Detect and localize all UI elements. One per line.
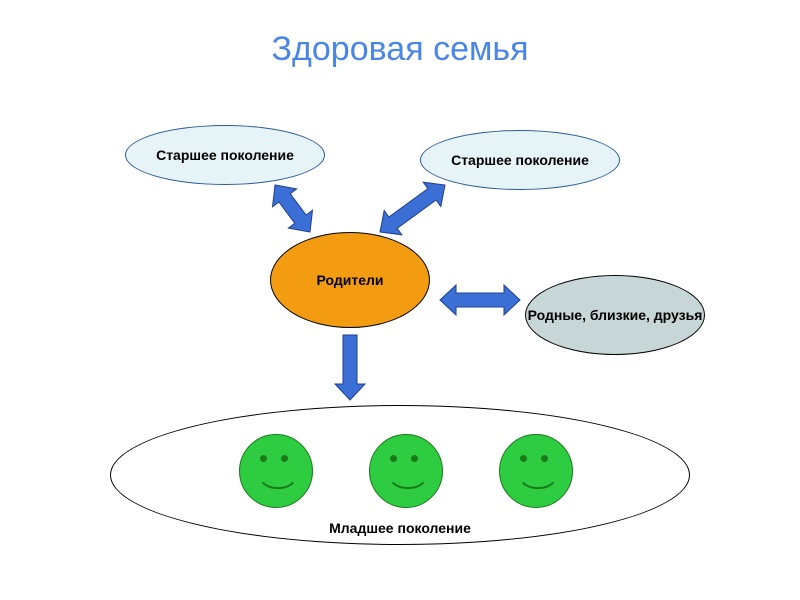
smiley-icon: [499, 434, 573, 508]
arrow-icon: [380, 182, 445, 235]
arrow-icon: [440, 285, 520, 315]
node-label: Младшее поколение: [111, 520, 689, 536]
diagram-stage: Здоровая семья Старшее поколение Старшее…: [0, 0, 800, 600]
node-older-generation-1: Старшее поколение: [125, 125, 325, 185]
smiley-icon: [239, 434, 313, 508]
smiley-icon: [369, 434, 443, 508]
node-older-generation-2: Старшее поколение: [420, 130, 620, 190]
arrow-icon: [273, 185, 313, 232]
node-relatives: Родные, близкие, друзья: [525, 275, 705, 355]
arrow-icon: [335, 335, 365, 400]
title-text: Здоровая семья: [272, 30, 529, 68]
node-label: Родные, близкие, друзья: [528, 307, 703, 323]
page-title: Здоровая семья: [0, 30, 800, 69]
node-label: Старшее поколение: [156, 147, 294, 163]
node-label: Старшее поколение: [451, 152, 589, 168]
node-label: Родители: [317, 272, 384, 288]
node-parents: Родители: [270, 232, 430, 328]
